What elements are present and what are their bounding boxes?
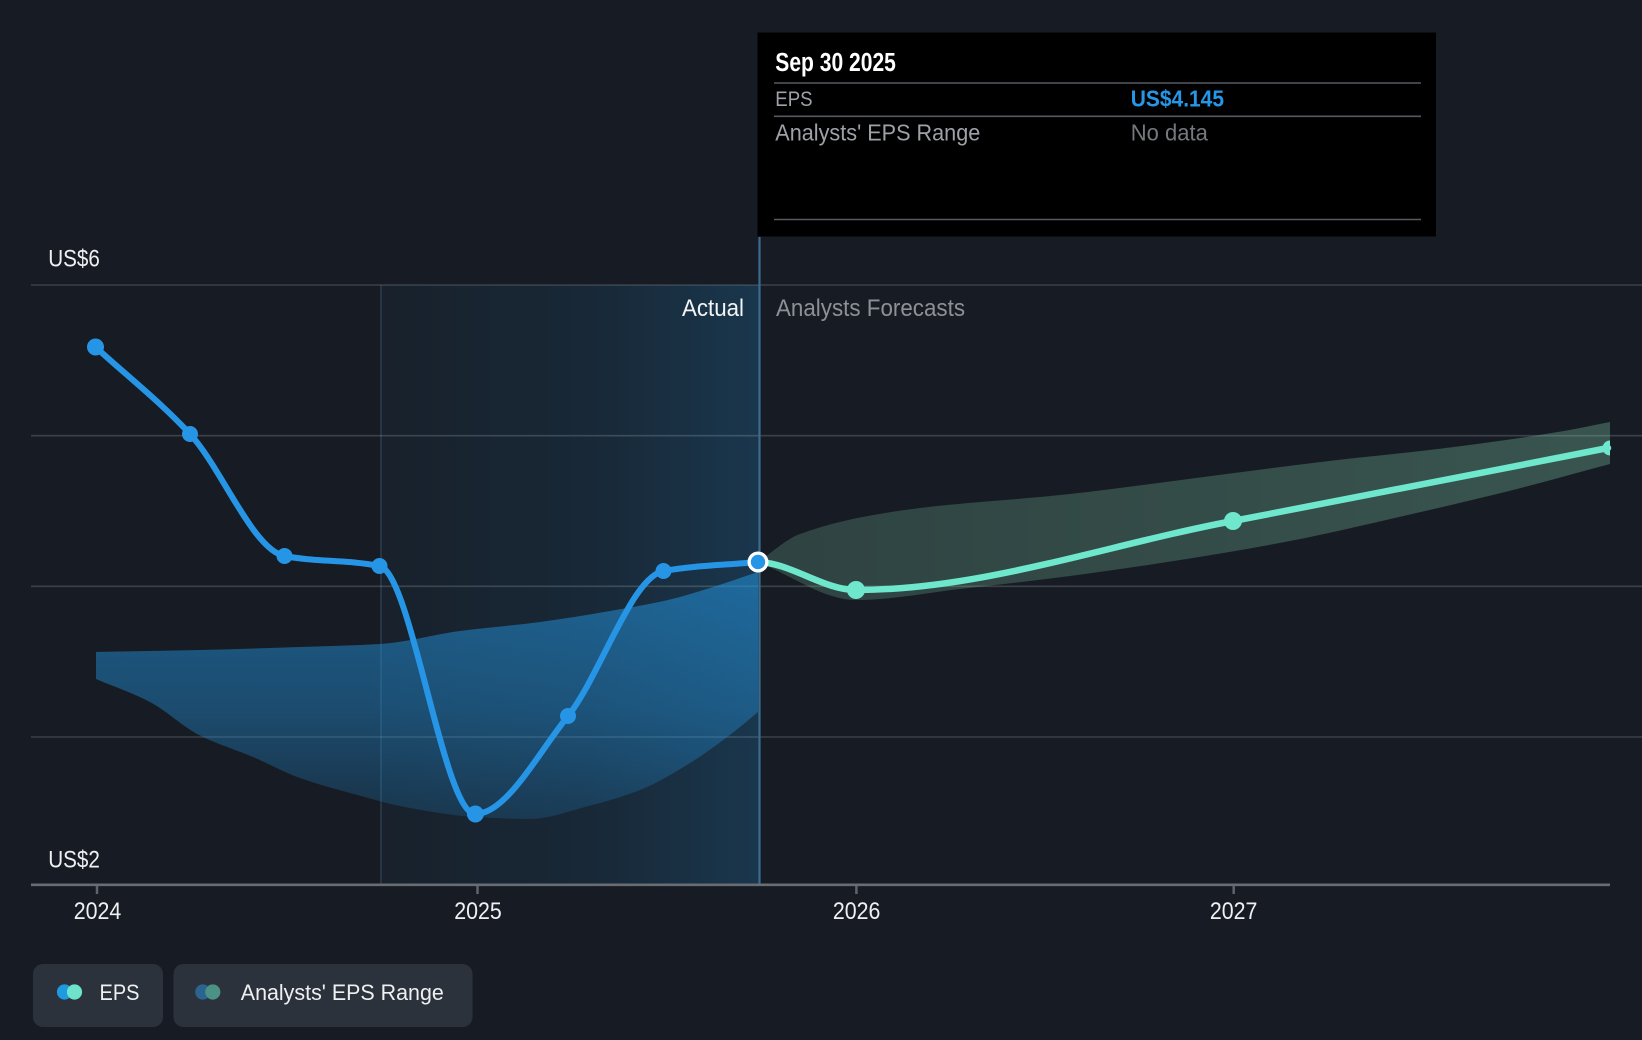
svg-text:2027: 2027 — [1210, 898, 1258, 925]
svg-text:EPS: EPS — [100, 980, 140, 1005]
svg-text:Sep 30 2025: Sep 30 2025 — [775, 49, 896, 77]
svg-text:2026: 2026 — [833, 898, 881, 925]
svg-text:2025: 2025 — [454, 898, 502, 925]
svg-text:US$2: US$2 — [48, 847, 100, 874]
svg-text:Analysts' EPS Range: Analysts' EPS Range — [241, 980, 444, 1005]
svg-text:US$4.145: US$4.145 — [1131, 86, 1224, 112]
svg-text:No data: No data — [1131, 120, 1208, 146]
svg-text:Analysts' EPS Range: Analysts' EPS Range — [775, 120, 980, 146]
svg-text:Actual: Actual — [682, 295, 744, 322]
svg-text:Analysts Forecasts: Analysts Forecasts — [776, 295, 965, 322]
svg-text:2024: 2024 — [74, 898, 122, 925]
svg-text:EPS: EPS — [775, 87, 812, 111]
svg-text:US$6: US$6 — [48, 246, 100, 273]
